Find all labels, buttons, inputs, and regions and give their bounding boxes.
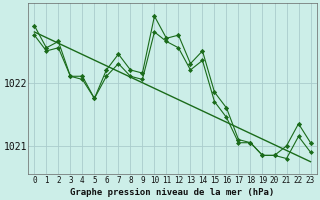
- X-axis label: Graphe pression niveau de la mer (hPa): Graphe pression niveau de la mer (hPa): [70, 188, 275, 197]
